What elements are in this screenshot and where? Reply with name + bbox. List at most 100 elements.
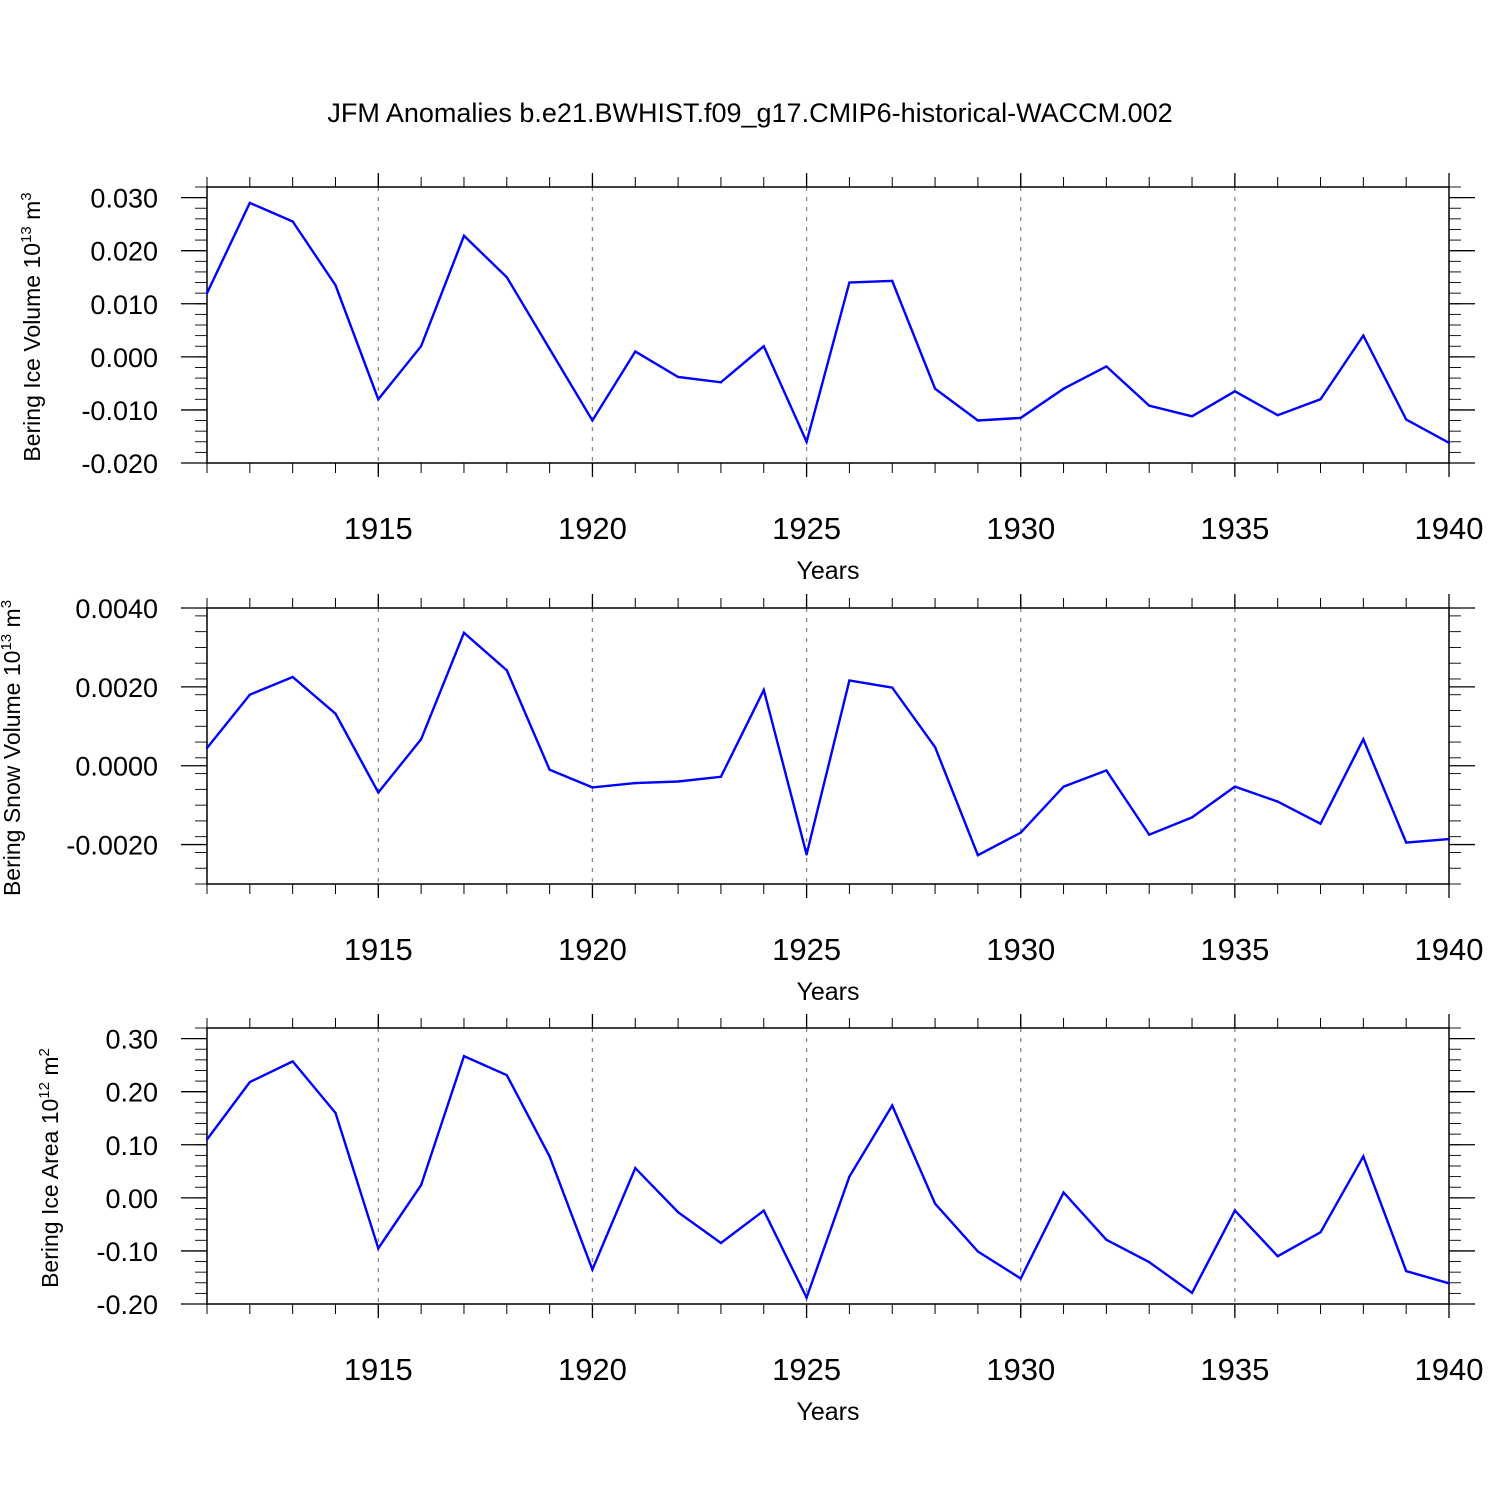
data-point — [205, 1138, 209, 1141]
x-tick-label: 1935 — [1200, 1352, 1269, 1387]
panel-1: -0.020 -0.010 0.000 0.010 0.020 0.030 1915 1920… — [18, 173, 1483, 585]
data-point — [1062, 785, 1065, 788]
panel-2: -0.0020 0.0000 0.0020 0.0040 1915 1920 1925 193… — [0, 594, 1483, 1006]
x-tick-label: 1925 — [772, 1352, 841, 1387]
y-axis-label-part: m — [0, 608, 25, 634]
data-point — [634, 1166, 637, 1170]
series-line — [206, 630, 1450, 857]
data-point — [976, 419, 980, 422]
data-point — [334, 712, 337, 715]
data-point — [1105, 1238, 1108, 1241]
data-point — [676, 1210, 680, 1214]
plot-frame — [206, 1027, 1450, 1305]
data-point — [548, 1155, 551, 1158]
data-point — [762, 1209, 765, 1212]
x-tick-label: 1940 — [1415, 511, 1484, 546]
data-point — [1019, 416, 1022, 420]
plot-frame — [206, 607, 1450, 885]
y-axis-label-superscript: 3 — [18, 192, 35, 200]
data-point — [676, 780, 680, 783]
data-point — [1190, 816, 1194, 819]
data-point — [1190, 1291, 1194, 1295]
data-point — [1447, 837, 1451, 841]
y-axis-label: Bering Ice Volume 1013 m3 — [18, 192, 45, 461]
x-tick-label: 1915 — [344, 511, 413, 546]
y-axis-label-part: m — [19, 201, 45, 227]
x-tick-label: 1940 — [1415, 932, 1484, 967]
plot-frame — [206, 186, 1450, 464]
y-axis-label: Bering Snow Volume 1013 m3 — [0, 600, 25, 896]
x-tick-label: 1920 — [558, 511, 627, 546]
data-point — [891, 279, 894, 283]
data-point — [1148, 404, 1151, 407]
y-tick-label: 0.20 — [105, 1078, 158, 1108]
data-point — [719, 775, 723, 778]
data-point — [1447, 441, 1451, 445]
data-point — [1319, 398, 1322, 401]
x-axis-label: Years — [796, 978, 859, 1006]
series-line — [206, 1054, 1450, 1301]
y-tick-label: -0.020 — [81, 449, 158, 479]
x-tick-label: 1930 — [986, 1352, 1055, 1387]
x-tick-label: 1920 — [558, 932, 627, 967]
y-axis-label: Bering Ice Area 1012 m2 — [36, 1048, 63, 1288]
data-point — [505, 1074, 508, 1077]
data-point — [805, 440, 808, 443]
data-point — [591, 786, 594, 789]
data-point — [933, 387, 937, 390]
data-point — [848, 679, 851, 682]
panel-3: -0.20 -0.10 0.00 0.10 0.20 0.30 1915 1920 1925 19… — [36, 1014, 1483, 1426]
data-point — [891, 686, 894, 689]
y-tick-label: 0.10 — [105, 1131, 158, 1161]
data-point — [1105, 769, 1108, 772]
data-point — [1276, 1255, 1279, 1258]
data-point — [205, 291, 209, 295]
data-point — [591, 419, 594, 422]
data-point — [334, 283, 337, 287]
data-point — [377, 398, 380, 401]
data-point — [634, 350, 637, 353]
data-point — [634, 781, 637, 785]
y-tick-label: 0.30 — [105, 1025, 158, 1055]
x-tick-label: 1935 — [1200, 932, 1269, 967]
x-tick-label: 1930 — [986, 932, 1055, 967]
data-point — [676, 375, 680, 379]
y-tick-label: 0.0040 — [75, 594, 158, 624]
data-point — [976, 854, 980, 857]
y-tick-label: 0.0000 — [75, 752, 158, 782]
data-point — [334, 1111, 337, 1115]
x-axis-label: Years — [796, 557, 859, 585]
data-point — [1404, 418, 1408, 421]
data-point — [505, 276, 508, 279]
y-axis-label-superscript: 13 — [18, 226, 35, 243]
chart-title: JFM Anomalies b.e21.BWHIST.f09_g17.CMIP6… — [327, 98, 1172, 128]
y-axis-label-superscript: 13 — [0, 634, 15, 651]
y-axis-label-superscript: 2 — [36, 1048, 53, 1056]
data-point — [1233, 390, 1237, 393]
data-point — [548, 347, 551, 351]
data-point — [1233, 785, 1237, 788]
data-point — [462, 1054, 466, 1058]
data-point — [1062, 1191, 1065, 1194]
data-point — [1233, 1209, 1237, 1212]
data-point — [1148, 1260, 1151, 1264]
data-point — [1404, 841, 1408, 844]
data-point — [462, 234, 466, 238]
data-point — [1019, 1277, 1022, 1280]
data-point — [377, 1247, 380, 1250]
data-point — [1276, 414, 1279, 417]
data-point — [848, 1175, 851, 1178]
data-point — [248, 1080, 252, 1084]
x-axis-label: Years — [796, 1398, 859, 1426]
y-axis-label-superscript: 3 — [0, 600, 15, 608]
data-point — [1362, 738, 1365, 741]
data-point — [1362, 334, 1365, 337]
y-axis-label-superscript: 12 — [36, 1082, 53, 1099]
data-point — [933, 745, 937, 749]
data-point — [1362, 1155, 1365, 1158]
y-axis-label-part: Bering Snow Volume 10 — [0, 651, 25, 897]
data-point — [591, 1268, 594, 1271]
data-point — [377, 791, 380, 794]
data-point — [1319, 1231, 1322, 1234]
y-tick-label: -0.10 — [96, 1237, 158, 1267]
